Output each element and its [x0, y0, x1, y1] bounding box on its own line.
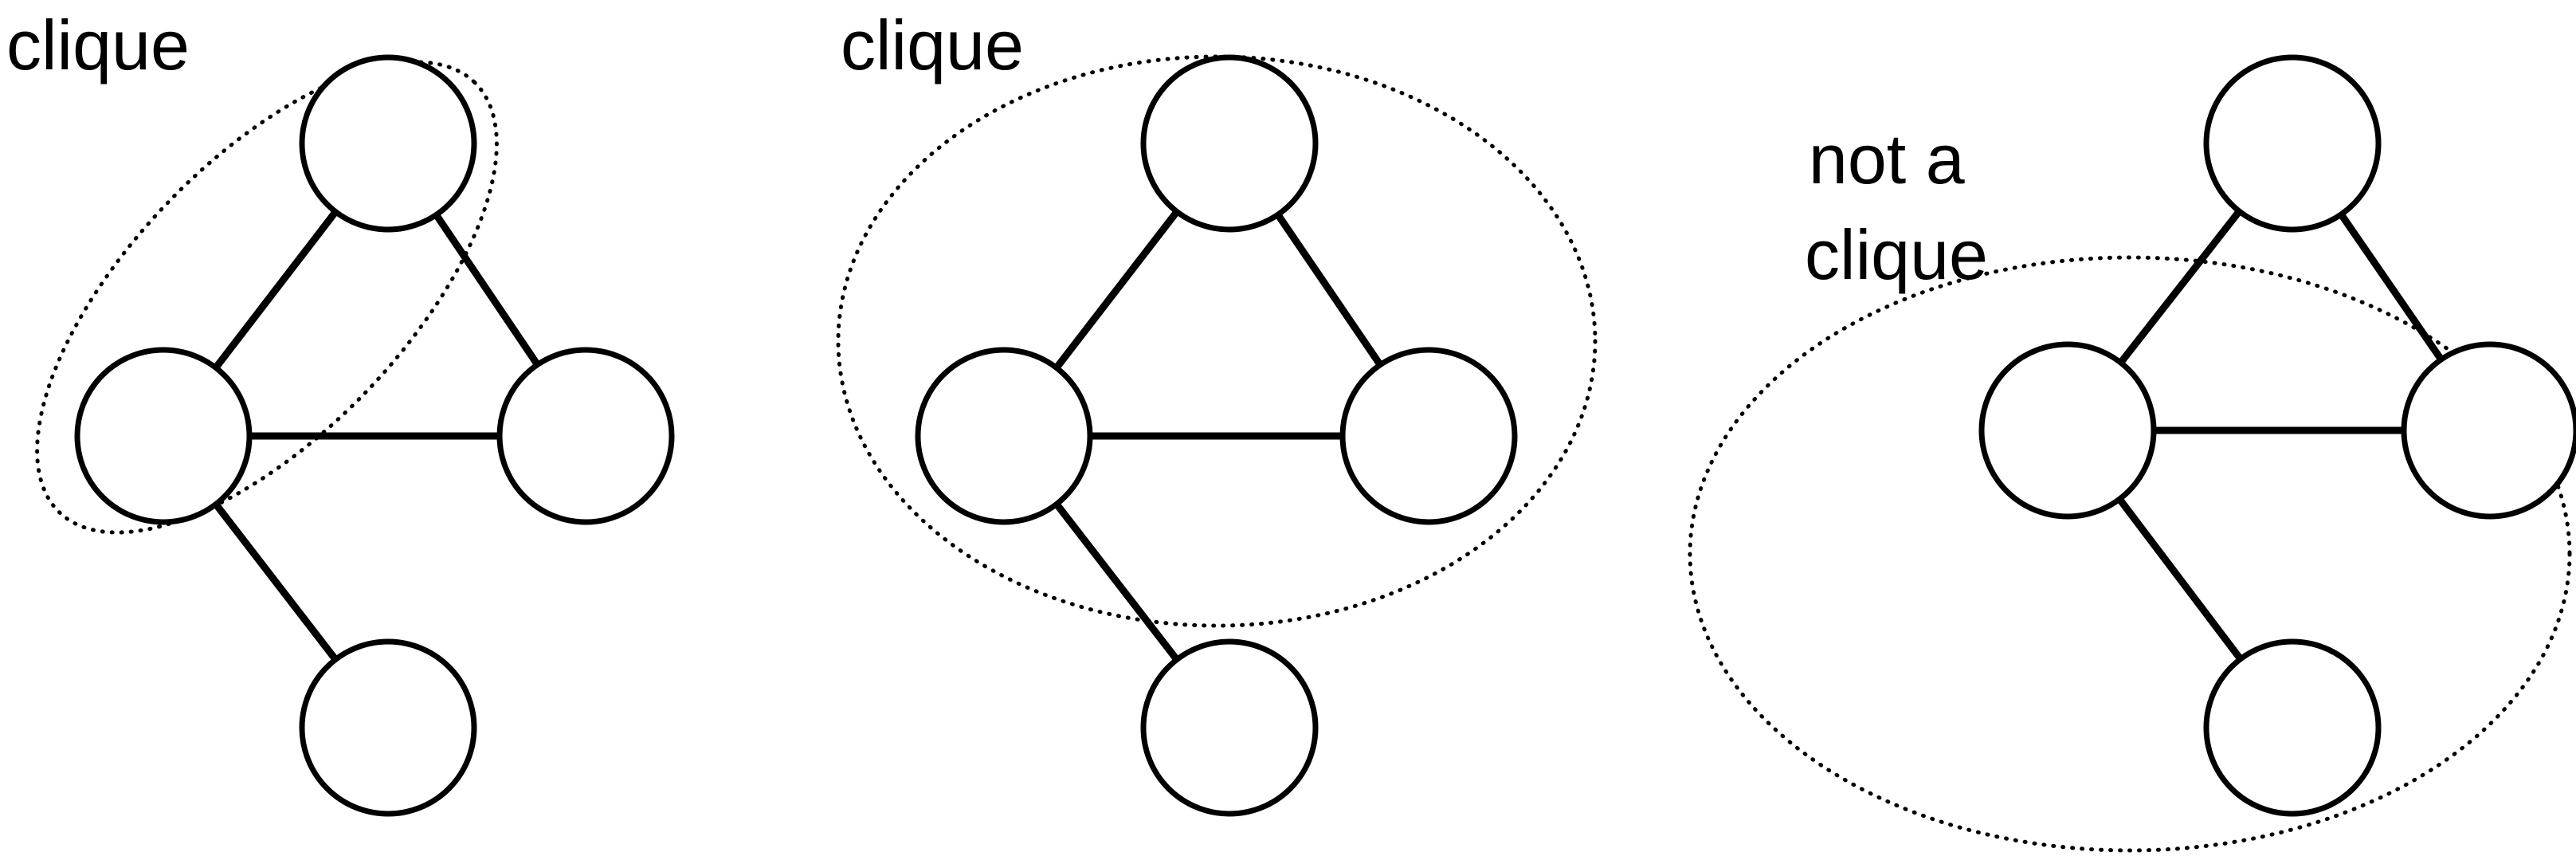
panel-1-node-bottom [299, 638, 477, 817]
panel-3: not a clique [1688, 54, 2576, 853]
panel-3-node-bottom [2203, 638, 2382, 817]
panel-2-node-bottom [1140, 638, 1319, 817]
panel-1: clique [6, 6, 675, 817]
panel-1-node-right [496, 347, 675, 525]
panel-2-node-left [915, 347, 1093, 525]
panel-2-label-line-1: clique [841, 6, 1024, 84]
panel-2: clique [836, 6, 1598, 817]
panel-1-clique-hull [35, 60, 499, 535]
panel-3-non-clique-hull [1688, 255, 2572, 853]
panel-3-node-left [1978, 341, 2157, 520]
panel-3-label-line-2: clique [1805, 215, 1988, 294]
panel-2-node-right [1339, 347, 1518, 525]
panel-2-node-top [1140, 54, 1319, 233]
panel-1-node-left [74, 347, 253, 525]
panel-3-label: not a clique [1805, 120, 1988, 294]
panel-2-label: clique [841, 6, 1024, 84]
panel-1-label-line-1: clique [6, 6, 190, 84]
panel-1-node-top [299, 54, 477, 233]
panel-3-node-top [2203, 54, 2382, 233]
panel-1-label: clique [6, 6, 190, 84]
panel-3-label-line-1: not a [1809, 120, 1965, 198]
panel-3-node-right [2401, 341, 2576, 520]
